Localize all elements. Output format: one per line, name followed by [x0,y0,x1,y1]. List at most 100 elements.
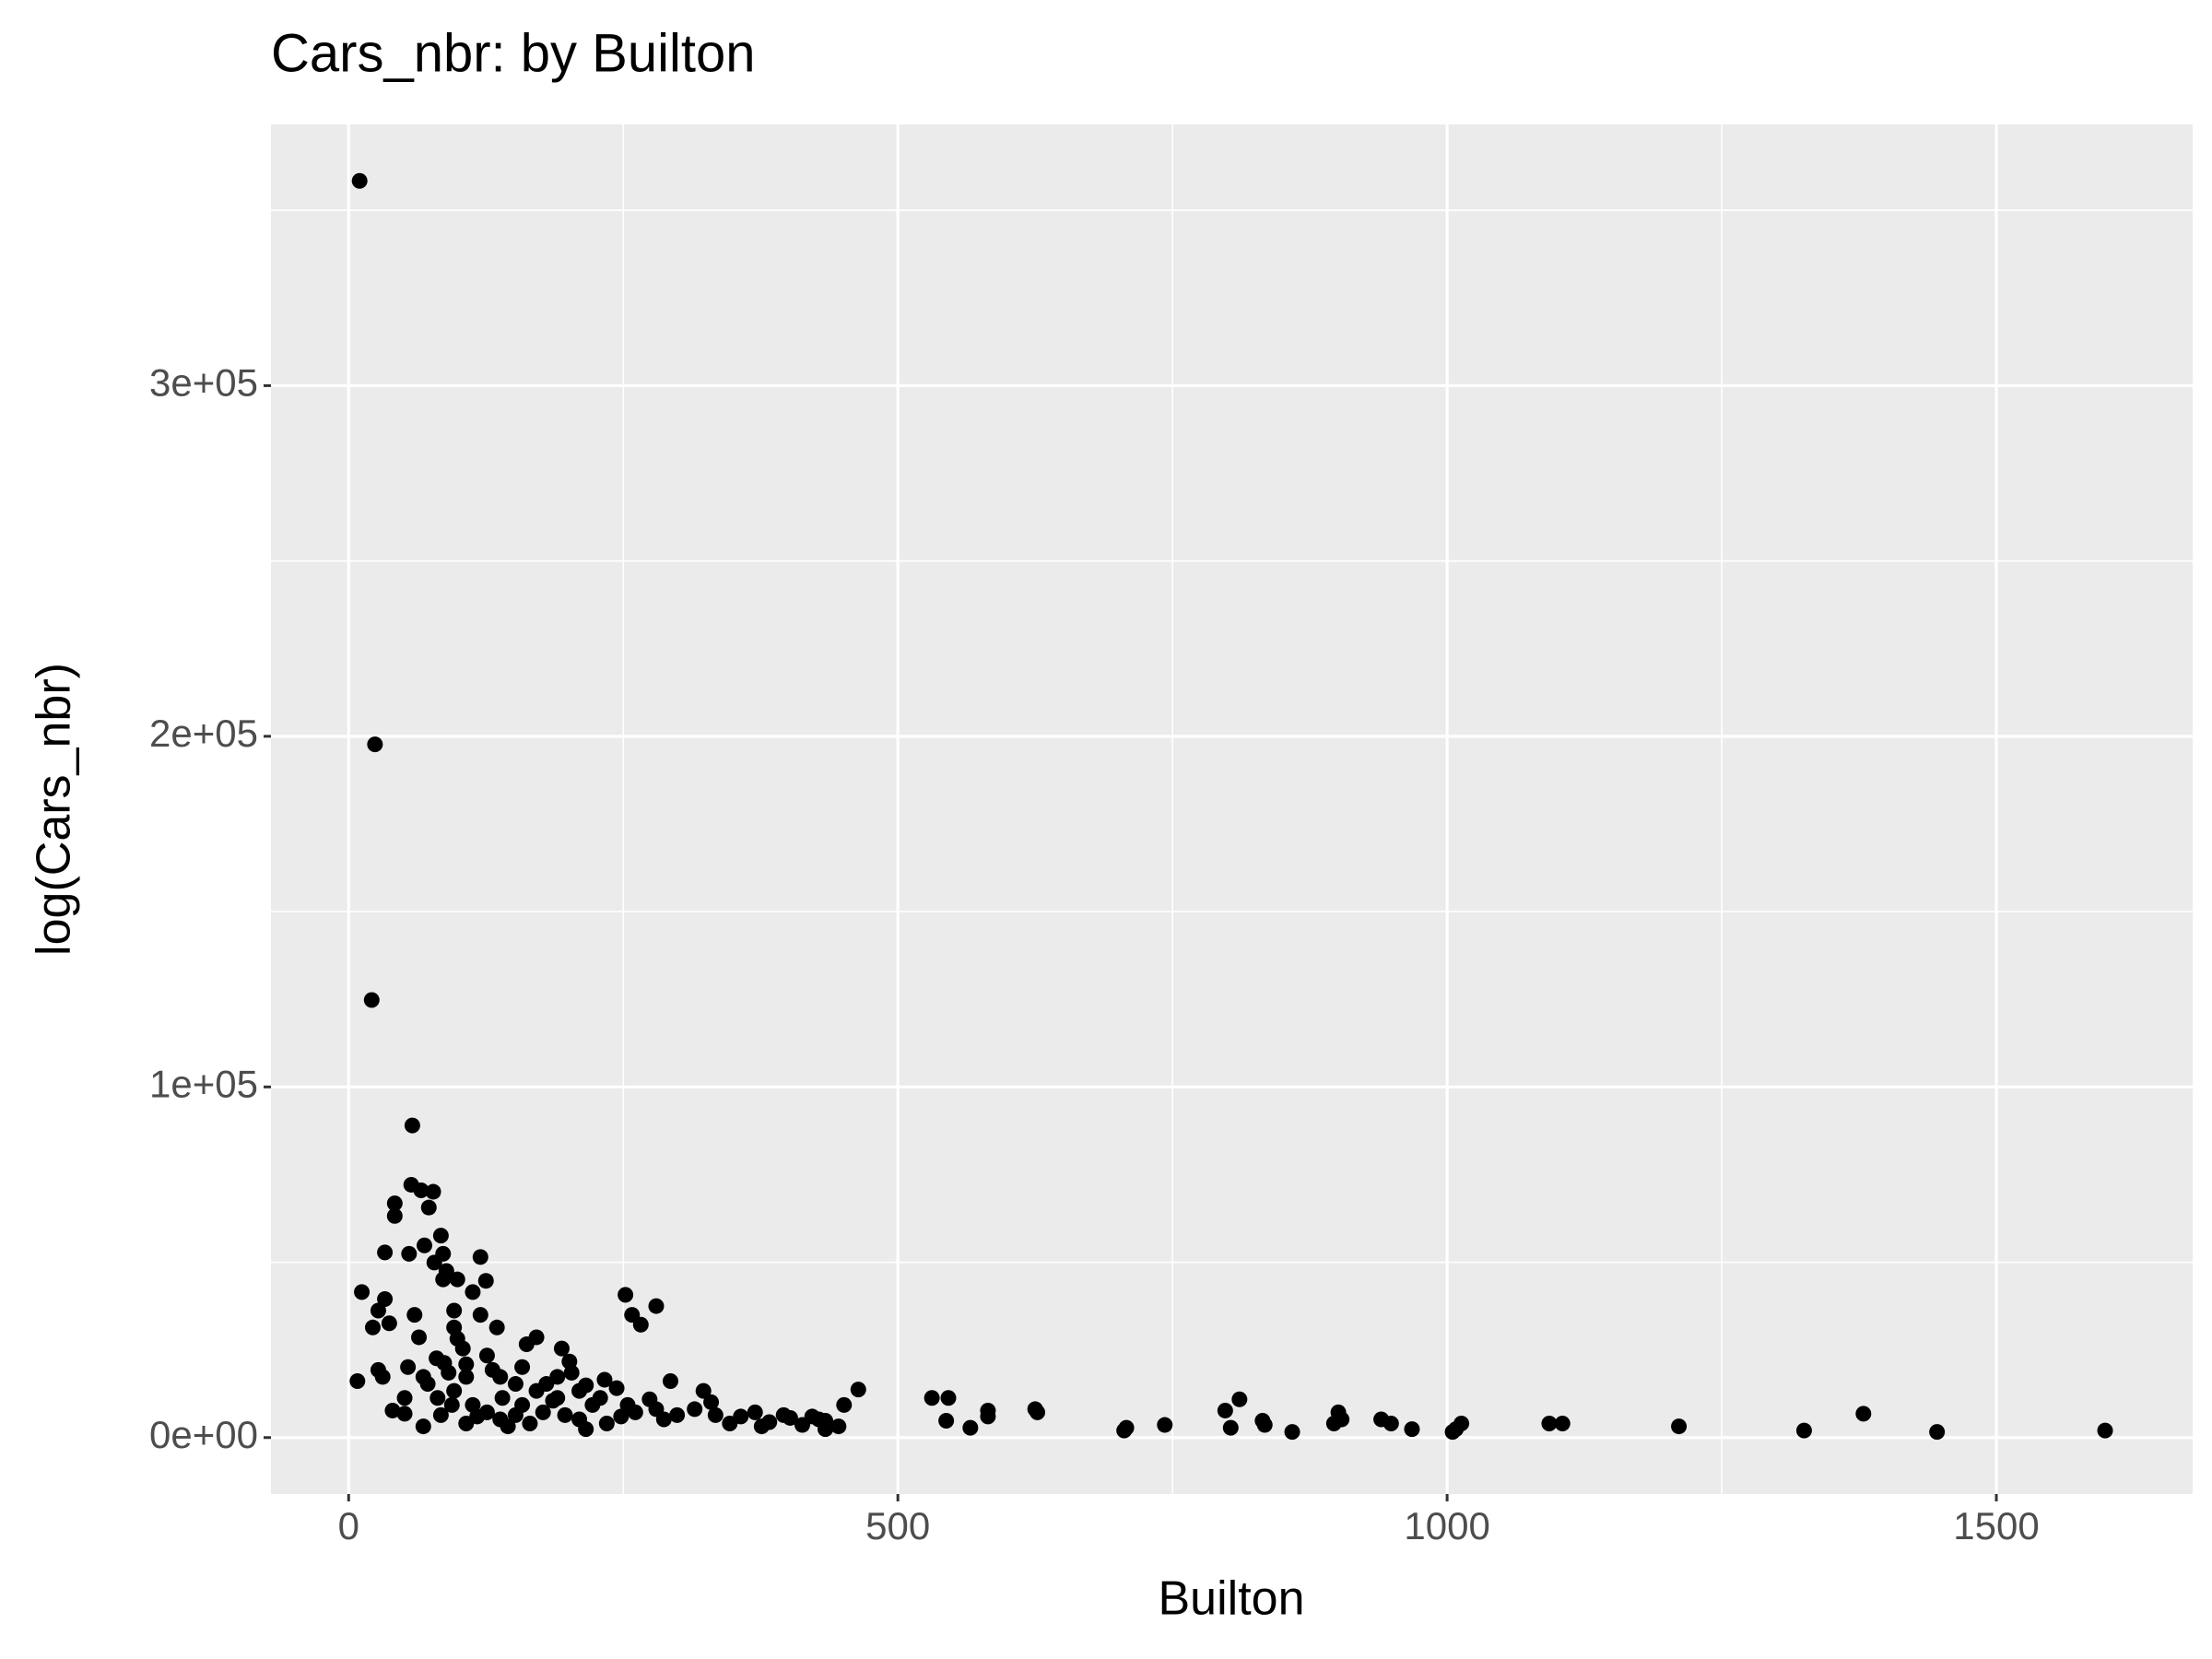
point [415,1418,431,1435]
point [436,1355,453,1371]
point [401,1245,418,1262]
point [632,1316,649,1333]
point [484,1361,500,1378]
point [687,1401,703,1418]
point [753,1418,770,1435]
point [458,1369,475,1385]
point [1284,1424,1300,1441]
point [662,1372,678,1389]
point [830,1418,847,1435]
point [377,1290,394,1307]
panel [271,124,2193,1494]
point [1217,1402,1233,1418]
point [374,1369,391,1385]
x-tick-label: 500 [865,1504,930,1547]
point [528,1382,545,1399]
point [1855,1406,1872,1422]
point [364,1319,381,1335]
point [535,1404,551,1420]
point [924,1390,940,1406]
point [619,1396,636,1413]
point [669,1406,686,1423]
point [722,1416,738,1432]
point [608,1380,625,1396]
point [494,1390,511,1406]
point [592,1390,608,1406]
point [549,1390,566,1406]
point [563,1364,580,1381]
point [1256,1417,1273,1433]
point [613,1408,629,1425]
point [477,1273,494,1289]
point [1404,1421,1420,1438]
point [446,1382,463,1399]
x-axis-title: Builton [1159,1572,1305,1626]
point [1231,1391,1248,1407]
point [514,1396,531,1413]
point [472,1249,488,1265]
chart-title: Cars_nbr: by Builton [271,23,755,83]
point [775,1406,792,1423]
point [478,1347,495,1364]
point [695,1382,712,1399]
point [386,1195,403,1212]
point [449,1271,465,1288]
point [472,1307,488,1324]
point [1116,1422,1133,1439]
point [381,1315,397,1332]
y-tick-label: 2e+05 [149,712,258,755]
point [618,1287,634,1303]
point [400,1359,417,1375]
point [370,1302,386,1319]
point [836,1396,853,1413]
point [465,1284,481,1300]
y-tick-label: 3e+05 [149,361,258,405]
point [571,1382,588,1399]
point [411,1329,428,1346]
point [598,1416,615,1432]
point [435,1271,452,1288]
point [1541,1416,1558,1432]
point [818,1421,834,1438]
point [1795,1422,1812,1439]
point [648,1401,665,1418]
point [596,1371,613,1388]
point [413,1182,429,1199]
point [416,1237,432,1253]
point [377,1244,394,1261]
point [454,1340,471,1357]
point [514,1359,531,1375]
point [1554,1416,1571,1432]
point [1382,1416,1399,1432]
point [549,1369,566,1385]
point [367,736,383,753]
point [2097,1422,2113,1439]
point [443,1396,460,1413]
point [432,1228,449,1244]
point [1444,1424,1461,1441]
point [938,1412,955,1429]
point [507,1376,524,1393]
point [492,1411,509,1428]
point [1929,1424,1946,1441]
point [703,1394,720,1410]
point [747,1404,763,1420]
point [420,1199,437,1216]
point [458,1356,475,1372]
point [1325,1416,1342,1432]
point [363,992,380,1008]
x-tick-label: 0 [338,1504,359,1547]
point [1157,1417,1173,1433]
point [850,1382,866,1398]
point [518,1336,535,1353]
point [707,1406,724,1423]
point [384,1402,401,1418]
point [406,1307,423,1324]
point [962,1419,979,1436]
y-tick-label: 0e+00 [149,1413,258,1456]
point [386,1207,403,1224]
point [396,1406,413,1422]
point [1030,1404,1046,1420]
point [648,1298,665,1314]
